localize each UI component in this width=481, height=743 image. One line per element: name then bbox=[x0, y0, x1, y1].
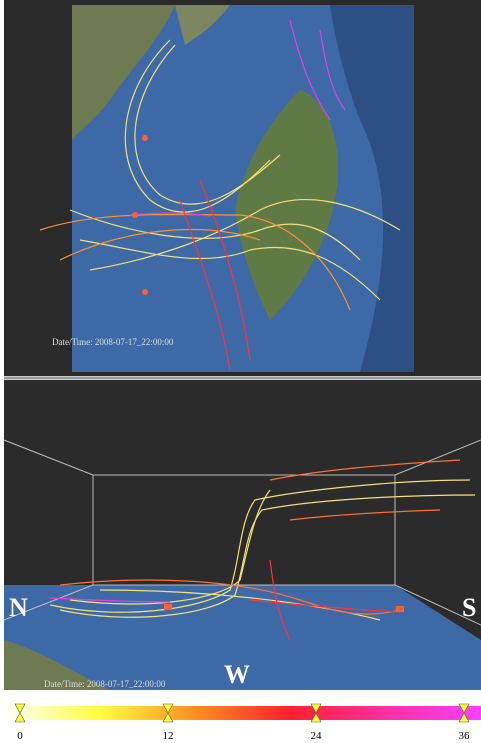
side-timestamp: Date/Time: 2008-07-17_22:00:00 bbox=[44, 679, 166, 689]
top-map bbox=[40, 5, 414, 372]
visualization: Date/Time: 2008-07-17_22:00:00 bbox=[0, 0, 481, 743]
south-label: S bbox=[462, 593, 476, 622]
tick-label: 0 bbox=[17, 730, 23, 742]
tick-label: 24 bbox=[311, 730, 323, 742]
page: Date/Time: 2008-07-17_22:00:00 bbox=[0, 0, 481, 743]
tick-label: 12 bbox=[163, 730, 174, 742]
north-label: N bbox=[9, 593, 28, 622]
colorbar bbox=[4, 706, 481, 720]
west-label: W bbox=[224, 660, 250, 689]
tick-label: 36 bbox=[459, 730, 471, 742]
top-timestamp: Date/Time: 2008-07-17_22:00:00 bbox=[52, 337, 174, 347]
